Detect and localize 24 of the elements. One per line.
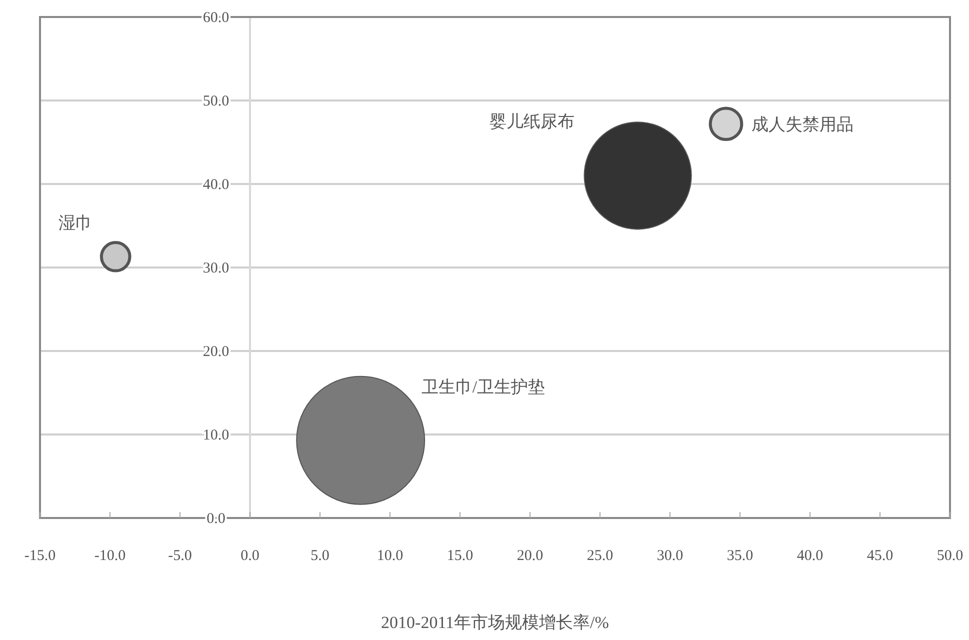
x-tick-label: 15.0 bbox=[446, 548, 474, 564]
y-tick-label: 40.0 bbox=[202, 177, 230, 193]
x-tick-label: 30.0 bbox=[656, 548, 684, 564]
series-label: 婴儿纸尿布 bbox=[489, 112, 574, 132]
y-tick-label: 20.0 bbox=[202, 344, 230, 360]
x-tick-label: -5.0 bbox=[168, 548, 192, 564]
x-tick-label: 5.0 bbox=[310, 548, 330, 564]
x-tick-label: 40.0 bbox=[796, 548, 824, 564]
x-tick-label: 25.0 bbox=[586, 548, 614, 564]
x-tick-label: 35.0 bbox=[726, 548, 754, 564]
series-label: 卫生巾/卫生护垫 bbox=[421, 377, 546, 396]
x-tick-label: 0.0 bbox=[240, 548, 260, 564]
y-tick-label: 10.0 bbox=[202, 428, 230, 444]
series-label: 湿巾 bbox=[58, 213, 93, 232]
x-axis-title: 2010-2011年市场规模增长率/% bbox=[381, 613, 609, 632]
x-tick-label: 10.0 bbox=[376, 548, 404, 564]
x-tick-label: 45.0 bbox=[866, 548, 894, 564]
series-label: 成人失禁用品 bbox=[752, 114, 854, 134]
x-tick-label: -15.0 bbox=[24, 548, 56, 564]
x-tick-label: 50.0 bbox=[936, 548, 964, 564]
y-tick-label: 30.0 bbox=[202, 260, 230, 276]
y-tick-label: 50.0 bbox=[202, 94, 230, 110]
x-tick-label: -10.0 bbox=[94, 548, 126, 564]
x-tick-label: 20.0 bbox=[516, 548, 544, 564]
